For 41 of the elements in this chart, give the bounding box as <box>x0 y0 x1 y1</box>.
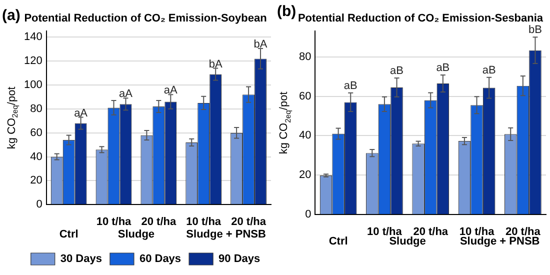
y-tick-label: 60 <box>30 126 42 139</box>
data-label: aB <box>482 64 496 76</box>
y-tick-label: 40 <box>298 130 312 142</box>
x-tick-label: 20 t/ha <box>413 226 449 238</box>
x-tick-label: 20 t/ha <box>141 216 177 228</box>
y-tick-label: 20 <box>298 169 312 182</box>
data-label: aA <box>74 107 88 120</box>
data-label: aA <box>118 88 134 100</box>
x-tick-label: 10 t/ha <box>96 216 132 228</box>
data-label: bA <box>208 58 223 70</box>
text: Sludge + PNSB <box>460 236 540 248</box>
data-label: aB <box>436 62 450 74</box>
text: Ctrl <box>59 228 78 241</box>
text: Sludge + PNSB <box>186 228 266 241</box>
y-tick-label: 120 <box>24 55 42 68</box>
chart-title: Potential Reduction of CO₂ Emission-Sesbania <box>298 12 544 25</box>
x-tick-label: 10 t/ha <box>186 216 222 228</box>
chart-title: Potential Reduction of CO₂ Emission-Soybean <box>24 12 268 25</box>
y-tick-label: 80 <box>30 102 42 115</box>
data-label: aB <box>390 64 404 77</box>
y-tick-label: 60 <box>298 90 312 102</box>
legend-label: 90 Days <box>218 253 260 266</box>
y-tick-label: 40 <box>30 150 42 163</box>
legend-label: 30 Days <box>60 253 102 266</box>
text: (b) <box>277 3 296 20</box>
text: Sludge <box>389 236 426 248</box>
data-label: aA <box>164 84 178 97</box>
data-label: bB <box>528 24 542 36</box>
y-tick-label: 20 <box>30 174 42 187</box>
x-tick-label: 20 t/ha <box>231 216 267 228</box>
y-tick-label: 0 <box>36 198 42 211</box>
y-tick-label: 80 <box>298 50 312 63</box>
text: Sludge <box>118 228 155 241</box>
data-label: aB <box>344 80 358 92</box>
y-tick-label: 0 <box>305 208 312 221</box>
text: (a) <box>2 7 20 24</box>
y-tick-label: 100 <box>24 79 42 92</box>
y-tick-label: 140 <box>24 31 42 44</box>
legend-label: 60 Days <box>139 253 182 266</box>
data-label: bA <box>254 38 268 51</box>
text: Ctrl <box>328 236 348 248</box>
